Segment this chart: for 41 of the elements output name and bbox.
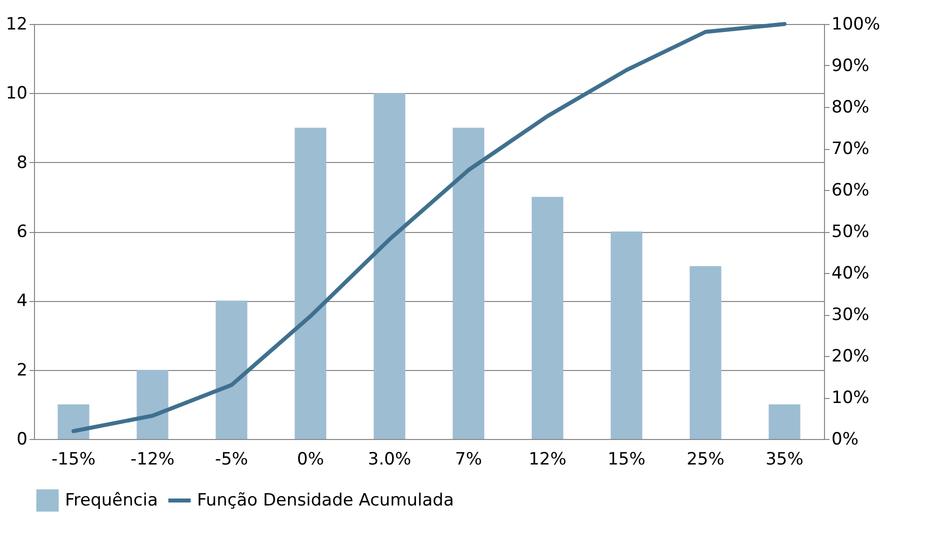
y2-tick-label: 90% [832, 56, 870, 76]
legend-label: Frequência [65, 490, 158, 510]
legend-label: Função Densidade Acumulada [197, 490, 454, 510]
y2-tick-label: 60% [832, 180, 870, 200]
x-tick-label: -12% [130, 450, 174, 470]
x-tick-label: 0% [297, 450, 324, 470]
x-tick-label: 25% [686, 450, 724, 470]
x-tick-label: -5% [214, 450, 248, 470]
y-tick-label: 0 [16, 430, 28, 450]
x-tick-label: 7% [455, 450, 482, 470]
x-tick-label: 12% [528, 450, 566, 470]
y-tick-label: 8 [16, 152, 28, 173]
bar [294, 128, 326, 439]
y2-tick-label: 30% [832, 305, 870, 325]
y2-tick-label: 10% [832, 388, 870, 408]
bar [532, 196, 564, 439]
y-tick-label: 2 [16, 360, 28, 380]
y2-tick-label: 40% [832, 264, 870, 284]
bar [610, 232, 642, 439]
line-series [72, 22, 786, 434]
y2-tick-label: 50% [832, 222, 870, 242]
bar [690, 266, 722, 439]
y2-tick-label: 100% [832, 14, 880, 34]
y-tick-label: 4 [16, 291, 28, 312]
bar [136, 370, 168, 439]
y2-tick-label: 0% [832, 430, 858, 450]
bar [452, 128, 484, 439]
y2-tick-label: 80% [832, 98, 870, 118]
x-tick-label: 35% [766, 450, 804, 470]
bar [58, 404, 90, 439]
y-tick-label: 12 [6, 14, 28, 34]
y-tick-label: 6 [16, 222, 28, 242]
bar [768, 404, 800, 439]
y-tick-label: 10 [6, 84, 28, 104]
x-tick-label: -15% [52, 450, 96, 470]
bar [216, 300, 248, 439]
y2-tick-label: 70% [832, 139, 870, 159]
x-tick-label: 3.0% [368, 450, 412, 470]
x-tick-label: 15% [608, 450, 646, 470]
y2-tick-label: 20% [832, 346, 870, 366]
bar [374, 93, 406, 439]
